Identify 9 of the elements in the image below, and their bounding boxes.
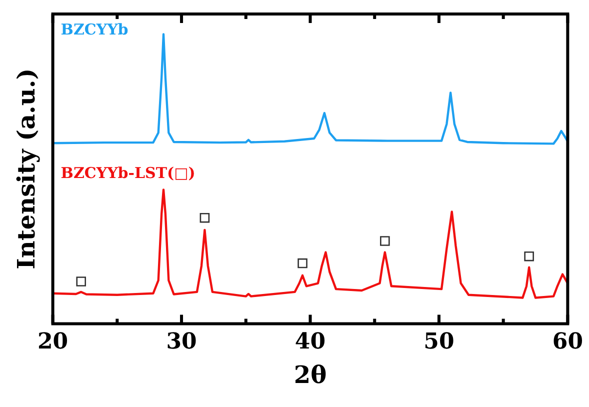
text: BZCYYb	[60, 20, 128, 38]
x-axis-title: 2θ	[294, 360, 327, 389]
x-tick-label: 50	[424, 328, 454, 355]
text: BZCYYb-LST(□)	[60, 164, 196, 182]
x-tick-label: 30	[166, 328, 197, 355]
x-tick-label: 60	[552, 328, 584, 355]
x-tick-label: 40	[294, 328, 326, 355]
y-axis-title: Intensity (a.u.)	[12, 68, 41, 270]
x-tick-label: 20	[37, 328, 68, 355]
